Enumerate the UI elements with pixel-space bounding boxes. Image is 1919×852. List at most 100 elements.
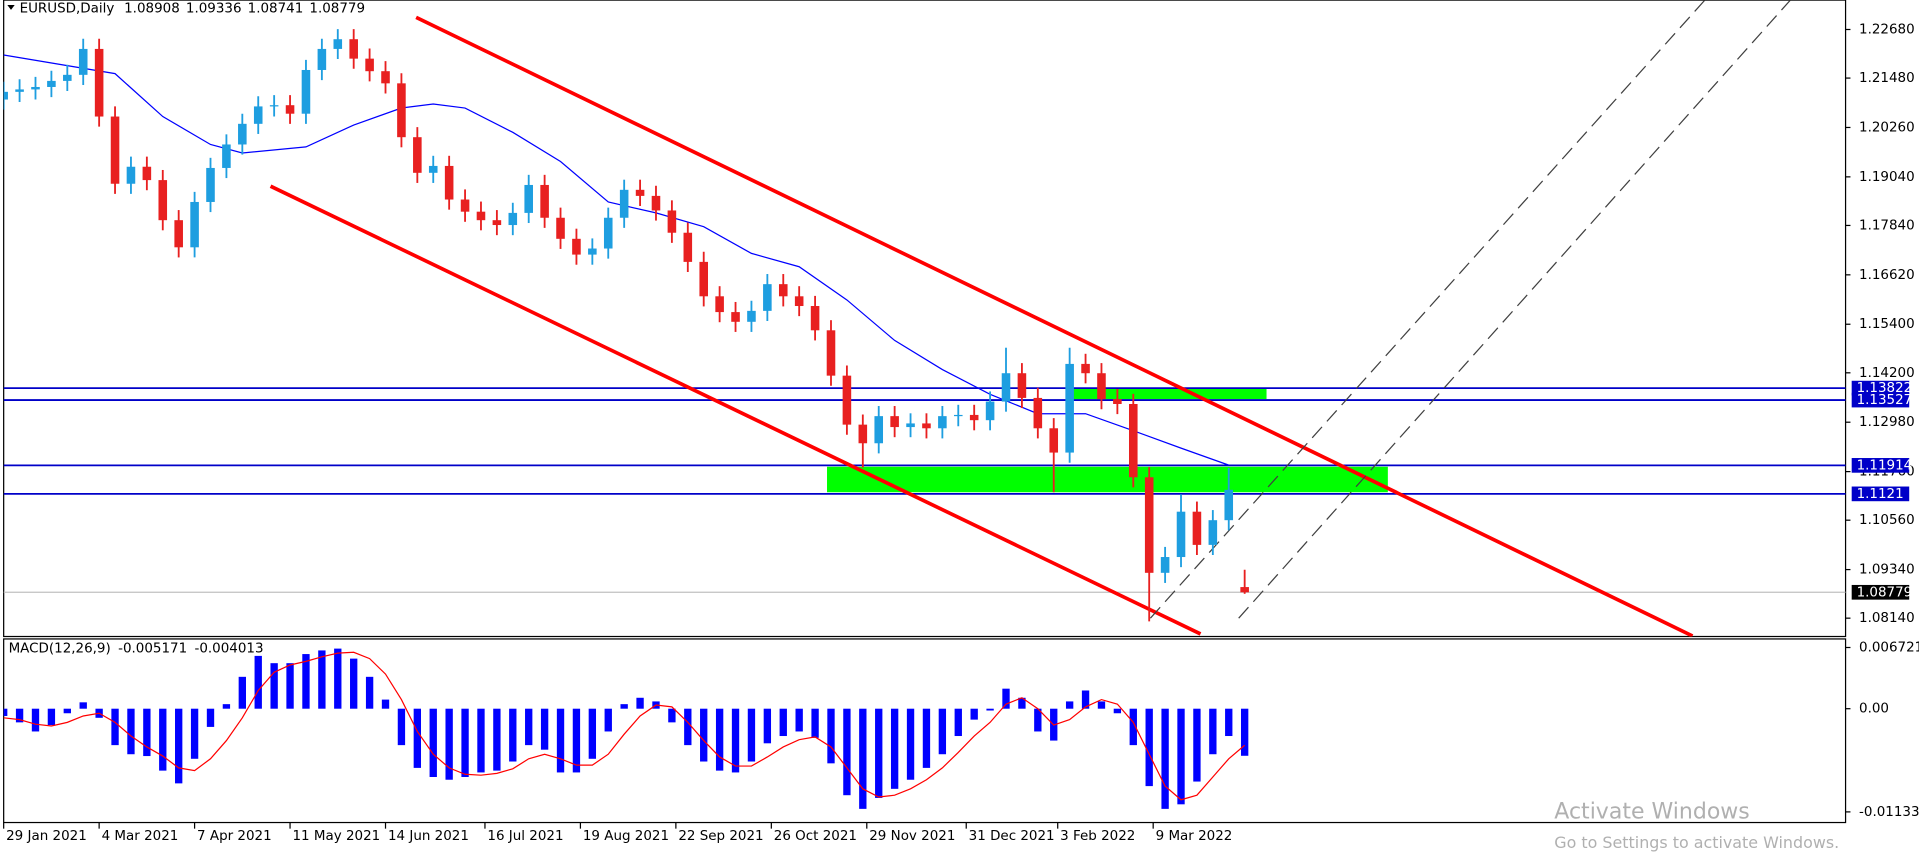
candle-body [428,165,438,173]
trendline [269,184,1202,636]
macd-bar [493,708,501,771]
macd-bar [159,708,167,771]
macd-name: MACD(12,26,9) [9,642,111,657]
candle-body [301,69,311,114]
trendline [415,15,1694,637]
macd-bar [15,708,24,723]
zone [827,466,1388,493]
candle-body [1144,477,1154,573]
candle-body [842,375,852,425]
level-label: 1.13822 [1857,381,1913,396]
candle-body [397,83,406,138]
candle-body [683,232,693,262]
macd-bar [556,708,565,773]
macd-bar [365,676,374,709]
macd-bar [684,708,692,746]
candle-body [619,189,629,218]
candle-body [922,423,931,429]
candle-body [349,39,358,59]
macd-bar [127,708,135,755]
candle-body [174,220,183,248]
macd-bar [604,708,612,732]
candle-body [826,330,836,376]
level-label-box [1851,486,1910,502]
x-tick-label: 31 Dec 2021 [969,829,1055,844]
candle-body [651,195,661,211]
y-tick-label: 1.10560 [1859,513,1915,528]
x-tick-label: 29 Jan 2021 [6,829,87,844]
menu-arrow[interactable] [7,4,15,10]
macd-bar [1097,701,1106,709]
candle-body [158,180,168,221]
axes: 1.22680 1.21480 1.20260 1.19040 1.17840 1.166… [3,22,1919,844]
y-tick-label: 1.08140 [1859,611,1915,626]
macd-bar [827,708,835,764]
candle-body [3,91,8,100]
y-tick-label: 1.19040 [1859,170,1915,185]
macd-bar [79,702,87,709]
macd-bar [620,704,628,709]
macd-bar [540,708,549,750]
macd-bar [397,708,406,746]
candle-body [985,401,995,421]
symbol: EURUSD,Daily [20,2,115,17]
macd-bar [429,708,437,777]
price-label: 1.08779 [1857,585,1913,600]
macd-bar [954,708,962,737]
main-plot [3,0,1846,637]
y-tick-label: 0.006721 [1859,641,1919,656]
close-value: 1.08779 [309,2,365,17]
candle-body [524,184,533,213]
macd-bar [381,699,390,709]
candle-body [1160,557,1170,573]
macd-bar [286,663,294,709]
watermark-title: Activate Windows [1554,800,1750,825]
macd-bar [1113,708,1122,714]
y-tick-label: 1.09340 [1859,563,1915,578]
candle-body [63,74,72,81]
candle-body [444,165,454,200]
candle-body [556,217,565,239]
x-tick-label: 9 Mar 2022 [1156,829,1233,844]
x-tick-label: 14 Jun 2021 [388,829,469,844]
macd-bar [190,708,199,759]
x-tick-label: 11 May 2021 [293,829,381,844]
macd-bar [445,708,453,780]
macd-bar [47,708,56,726]
candle-body [222,144,231,168]
x-tick-label: 7 Apr 2021 [197,829,272,844]
candle-body [603,217,613,249]
open-value: 1.08908 [124,2,180,17]
x-tick-label: 29 Nov 2021 [869,829,955,844]
candle-body [142,166,152,181]
candle-body [269,105,279,107]
x-tick-label: 16 Jul 2021 [487,829,563,844]
level-label: 1.1121 [1857,487,1904,502]
candle-body [317,48,327,70]
macd-bar [477,708,485,773]
candle-body [285,105,295,114]
candle-body [492,220,502,226]
macd-bar [1002,688,1010,709]
candle-body [508,212,518,226]
x-tick-label: 22 Sep 2021 [678,829,763,844]
macd-bar [461,708,469,777]
candle-body [110,116,120,184]
macd-bar [318,650,326,709]
candle-body [47,80,56,87]
signal-line [3,651,1246,801]
level-label: 1.13527 [1857,393,1913,408]
x-tick-label: 4 Mar 2021 [102,829,179,844]
y-tick-label: 1.20260 [1859,120,1915,135]
candle-body [1224,489,1234,521]
macd-bar [525,708,533,746]
macd-bar [1161,708,1169,809]
macd-bar [254,655,262,709]
y-tick-label: 1.16620 [1859,268,1915,283]
y-tick-label: 1.12980 [1859,415,1915,430]
candle-body [1176,511,1186,558]
macd-bar [1034,708,1042,732]
candle-body [763,284,772,311]
candle-body [953,414,963,417]
